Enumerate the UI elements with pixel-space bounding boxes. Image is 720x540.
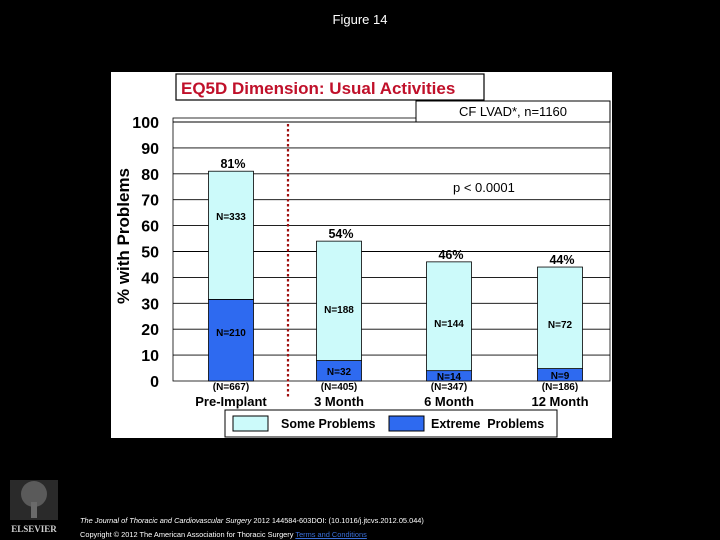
logo-wordmark: ELSEVIER [11, 524, 57, 534]
bar-total-label: 81% [220, 157, 245, 171]
y-tick-label: 20 [141, 322, 159, 339]
y-tick-label: 80 [141, 167, 159, 184]
logo-tree-crown [21, 481, 47, 507]
y-tick-label: 30 [141, 296, 159, 313]
legend: Some Problems Extreme Problems [224, 409, 558, 438]
cohort-box [415, 100, 611, 123]
elsevier-logo: ELSEVIER [10, 480, 58, 534]
y-tick-label: 10 [141, 348, 159, 365]
bar-some-problems [208, 170, 254, 300]
journal-name: The Journal of Thoracic and Cardiovascul… [80, 516, 252, 525]
bars [208, 170, 583, 382]
x-category-n-label: (N=405) [321, 382, 357, 393]
chart-title: EQ5D Dimension: Usual Activities [181, 79, 455, 98]
x-tick-label: 6 Month [424, 394, 474, 409]
bar-some-problems [316, 240, 362, 361]
y-tick-label: 100 [132, 115, 159, 132]
y-tick-label: 90 [141, 141, 159, 158]
bar-total-label: 44% [549, 253, 574, 267]
legend-swatch-extreme [388, 415, 425, 432]
bar-extreme-count-label: N=14 [437, 372, 462, 383]
copyright-line: Copyright © 2012 The American Associatio… [80, 530, 367, 539]
terms-link[interactable]: Terms and Conditions [295, 530, 367, 539]
bar-some-problems [537, 266, 583, 369]
x-tick-label: 3 Month [314, 394, 364, 409]
y-axis-label: % with Problems [114, 168, 133, 304]
y-tick-label: 40 [141, 270, 159, 287]
x-tick-label: Pre-Implant [195, 394, 267, 409]
bar-some-count-label: N=188 [324, 305, 354, 316]
cohort-label: CF LVAD*, n=1160 [459, 104, 567, 119]
bar-total-label: 54% [328, 227, 353, 241]
bar-some-problems [426, 261, 472, 372]
bar-extreme-problems [208, 299, 254, 382]
plot-frame [172, 117, 611, 382]
bar-extreme-count-label: N=32 [327, 367, 352, 378]
journal-citation: The Journal of Thoracic and Cardiovascul… [80, 516, 424, 525]
legend-label-some: Some Problems [281, 417, 376, 431]
title-banner [175, 73, 485, 101]
chart-panel: EQ5D Dimension: Usual Activities 0 10 20 30… [111, 72, 612, 438]
y-tick-label: 0 [150, 374, 159, 391]
p-value-annotation: p < 0.0001 [453, 180, 515, 195]
y-tick-label: 50 [141, 245, 159, 262]
bar-chart: EQ5D Dimension: Usual Activities 0 10 20 30… [114, 73, 611, 438]
x-category-n-label: (N=667) [213, 382, 249, 393]
bar-total-label: 46% [438, 248, 463, 262]
y-tick-label: 60 [141, 219, 159, 236]
legend-swatch-some [232, 415, 269, 432]
legend-label-extreme: Extreme Problems [431, 417, 544, 431]
bar-labels: 0 10 20 30 40 50 60 70 80 90 100 81% N=333 N=210 (N=66… [132, 115, 588, 409]
bar-some-count-label: N=333 [216, 212, 246, 223]
logo-tree-trunk [31, 502, 37, 518]
x-category-n-label: (N=347) [431, 382, 467, 393]
x-tick-label: 12 Month [531, 394, 588, 409]
citation-details: 2012 144584-603DOI: (10.1016/j.jtcvs.201… [251, 516, 424, 525]
bar-extreme-count-label: N=9 [551, 371, 570, 382]
bar-extreme-count-label: N=210 [216, 328, 246, 339]
copyright-text: Copyright © 2012 The American Associatio… [80, 530, 296, 539]
x-category-n-label: (N=186) [542, 382, 578, 393]
bar-some-count-label: N=144 [434, 319, 464, 330]
bar-some-count-label: N=72 [548, 320, 573, 331]
y-tick-label: 70 [141, 193, 159, 210]
figure-caption: Figure 14 [332, 12, 388, 27]
